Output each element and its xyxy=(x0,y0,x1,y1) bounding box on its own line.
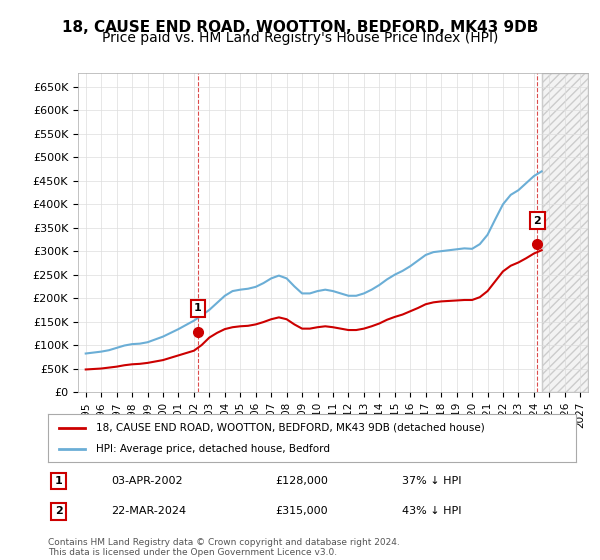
Text: Contains HM Land Registry data © Crown copyright and database right 2024.
This d: Contains HM Land Registry data © Crown c… xyxy=(48,538,400,557)
Text: 37% ↓ HPI: 37% ↓ HPI xyxy=(402,476,461,486)
Text: 18, CAUSE END ROAD, WOOTTON, BEDFORD, MK43 9DB (detached house): 18, CAUSE END ROAD, WOOTTON, BEDFORD, MK… xyxy=(95,423,484,433)
Bar xyxy=(542,73,588,392)
Text: £315,000: £315,000 xyxy=(275,506,328,516)
Text: 1: 1 xyxy=(194,304,202,314)
Text: 22-MAR-2024: 22-MAR-2024 xyxy=(112,506,187,516)
Text: HPI: Average price, detached house, Bedford: HPI: Average price, detached house, Bedf… xyxy=(95,444,329,454)
Text: 43% ↓ HPI: 43% ↓ HPI xyxy=(402,506,461,516)
Text: 2: 2 xyxy=(55,506,62,516)
Text: Price paid vs. HM Land Registry's House Price Index (HPI): Price paid vs. HM Land Registry's House … xyxy=(102,31,498,45)
Text: 1: 1 xyxy=(55,476,62,486)
Bar xyxy=(542,73,588,392)
Text: 2: 2 xyxy=(533,216,541,226)
Text: 03-APR-2002: 03-APR-2002 xyxy=(112,476,183,486)
Text: 18, CAUSE END ROAD, WOOTTON, BEDFORD, MK43 9DB: 18, CAUSE END ROAD, WOOTTON, BEDFORD, MK… xyxy=(62,20,538,35)
Text: £128,000: £128,000 xyxy=(275,476,328,486)
